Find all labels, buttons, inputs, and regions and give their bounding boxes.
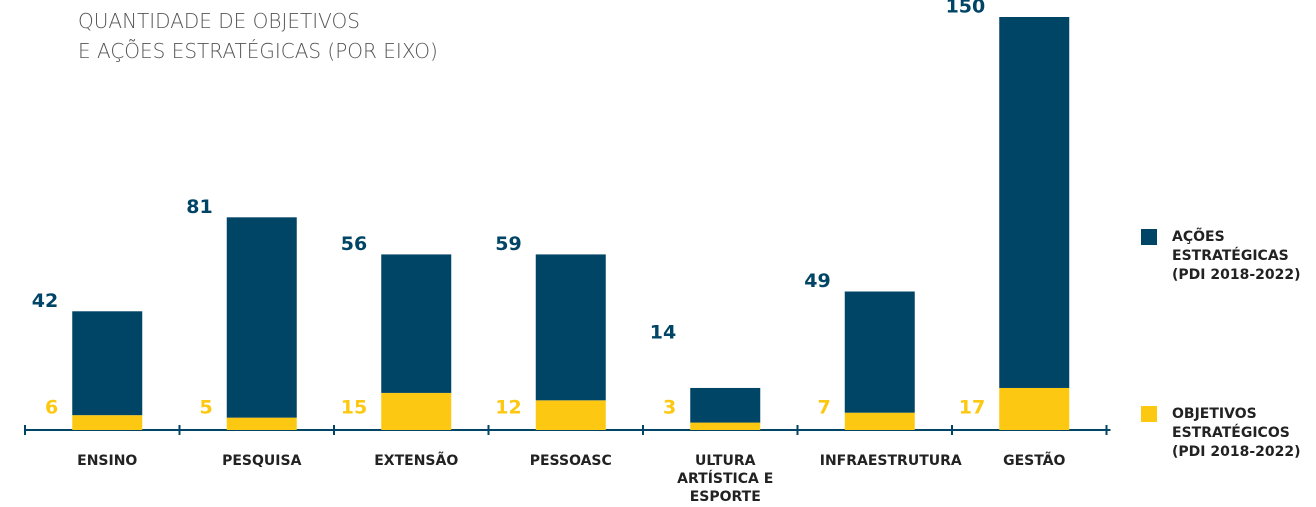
value-label: 7	[818, 397, 831, 419]
bar-segment	[72, 415, 143, 430]
value-label: 17	[959, 397, 985, 419]
x-tick-label: ENSINO	[77, 453, 138, 469]
x-tick-label: ULTURA ARTÍSTICA E ESPORTE	[677, 453, 774, 505]
bar-segment	[381, 392, 452, 430]
chart-title: QUANTIDADE DE OBJETIVOS E AÇÕES ESTRATÉG…	[78, 6, 438, 66]
value-label: 81	[186, 196, 212, 218]
bar-segment	[844, 291, 915, 413]
value-label: 3	[663, 397, 676, 419]
x-tick-label: PESQUISA	[222, 453, 302, 469]
value-label: 56	[341, 233, 367, 255]
legend-swatch	[1141, 229, 1157, 245]
value-label: 15	[341, 397, 367, 419]
title-line: QUANTIDADE DE OBJETIVOS	[78, 9, 360, 33]
bar-segment	[690, 422, 761, 430]
x-tick-label: GESTÃO	[1003, 453, 1066, 469]
bar-segment	[690, 387, 761, 423]
value-label: 59	[495, 233, 521, 255]
value-label: 6	[45, 397, 58, 419]
bar-segment	[535, 254, 606, 401]
bar-segment	[381, 254, 452, 393]
value-label: 14	[650, 322, 676, 344]
value-label: 49	[804, 270, 830, 292]
bar-segment	[226, 217, 297, 418]
value-label: 42	[32, 290, 58, 312]
legend-label: AÇÕES ESTRATÉGICAS (PDI 2018-2022)	[1172, 229, 1301, 283]
bar-segment	[999, 17, 1070, 388]
x-tick-label: INFRAESTRUTURA	[819, 453, 962, 469]
legend-label: OBJETIVOS ESTRATÉGICOS (PDI 2018-2022)	[1172, 406, 1301, 460]
bar-segment	[226, 417, 297, 430]
value-label: 12	[495, 397, 521, 419]
value-label: 5	[200, 397, 213, 419]
value-label: 150	[946, 0, 986, 18]
bar-segment	[844, 412, 915, 430]
bar-segment	[999, 387, 1070, 430]
bar-segment	[72, 311, 143, 416]
bar-segment	[535, 400, 606, 430]
title-line: E AÇÕES ESTRATÉGICAS (POR EIXO)	[78, 39, 438, 63]
legend-swatch	[1141, 406, 1157, 422]
x-tick-label: EXTENSÃO	[374, 453, 459, 469]
x-tick-label: PESSOASC	[529, 453, 612, 469]
